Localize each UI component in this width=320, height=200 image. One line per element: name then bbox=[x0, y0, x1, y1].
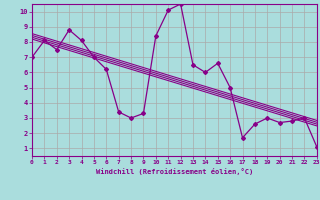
X-axis label: Windchill (Refroidissement éolien,°C): Windchill (Refroidissement éolien,°C) bbox=[96, 168, 253, 175]
